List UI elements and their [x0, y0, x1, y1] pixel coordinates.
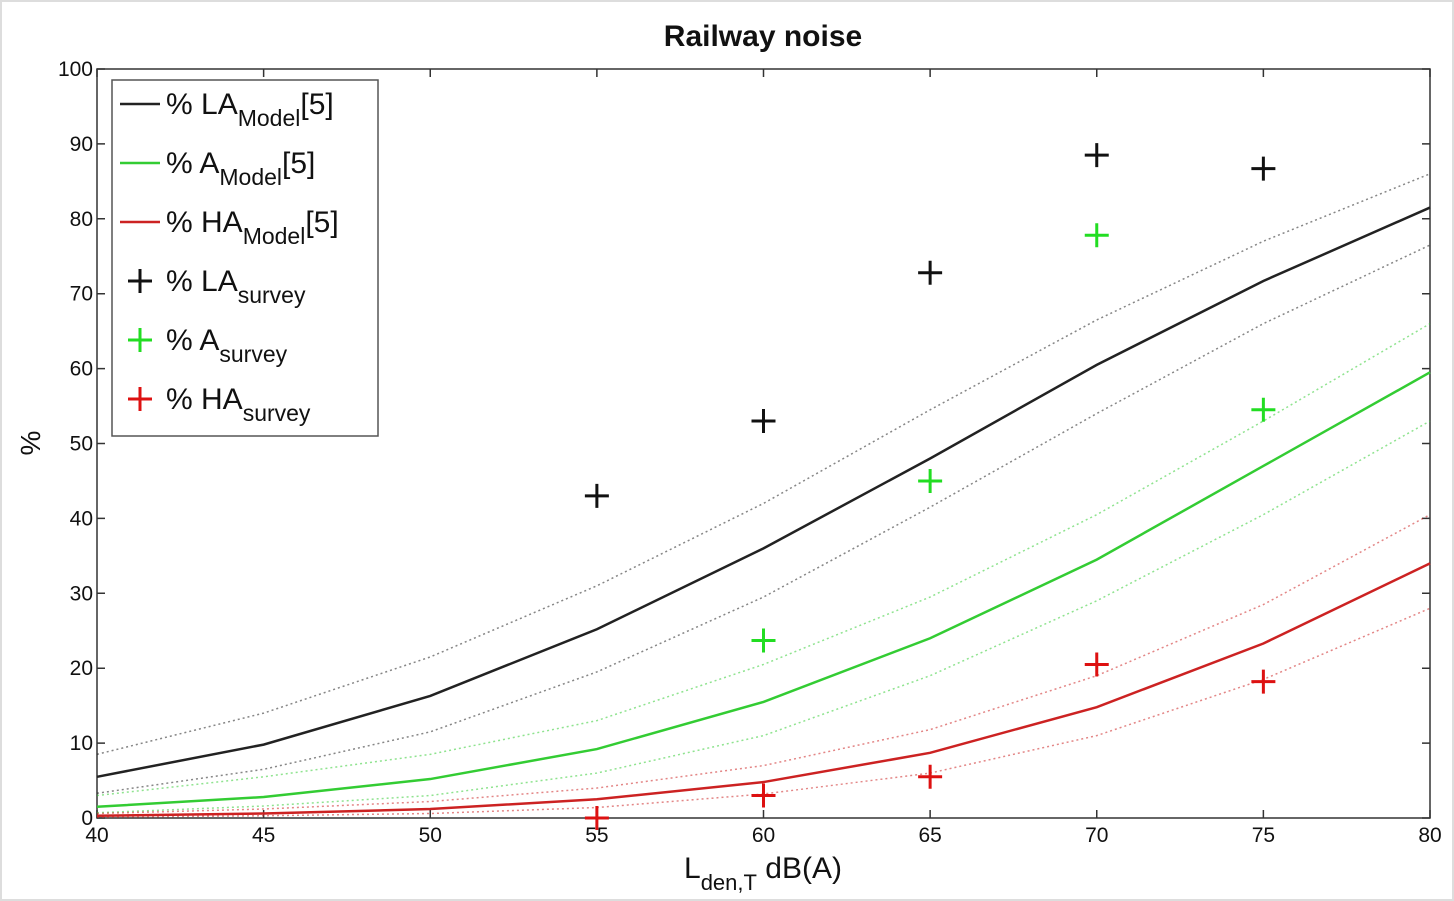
- legend-label-part: % HA: [166, 206, 243, 239]
- survey-point: [1251, 397, 1276, 422]
- y-tick-label: 40: [70, 507, 93, 530]
- survey-point: [1251, 669, 1276, 694]
- legend-label: % LAsurvey: [166, 265, 306, 308]
- legend-label-part: survey: [243, 400, 311, 426]
- legend-label: % Asurvey: [166, 324, 288, 367]
- x-tick-label: 50: [419, 824, 442, 847]
- x-tick-label: 60: [752, 824, 775, 847]
- survey-point: [751, 628, 776, 653]
- x-axis-label: Lden,T dB(A): [684, 852, 842, 895]
- legend-label-part: survey: [219, 341, 287, 367]
- legend-label-part: survey: [238, 282, 306, 308]
- x-tick-label: 55: [585, 824, 608, 847]
- y-tick-label: 100: [58, 58, 93, 81]
- survey-point: [751, 783, 776, 808]
- x-tick-label: 40: [85, 824, 108, 847]
- survey-point: [1084, 143, 1109, 168]
- y-tick-label: 10: [70, 732, 93, 755]
- y-tick-label: 70: [70, 283, 93, 306]
- confidence-line: [96, 513, 1431, 815]
- legend-swatch: [128, 387, 152, 411]
- x-tick-label: 75: [1252, 824, 1275, 847]
- chart-title: Railway noise: [664, 20, 862, 53]
- x-tick-label: 80: [1418, 824, 1441, 847]
- confidence-line: [96, 173, 1431, 756]
- x-axis-label-sub: den,T: [701, 870, 757, 895]
- survey-point: [1084, 223, 1109, 248]
- legend-label-part: % HA: [166, 383, 243, 416]
- legend-label-part: Model: [243, 223, 306, 249]
- legend-label-part: % A: [166, 147, 219, 180]
- survey-point: [1084, 652, 1109, 677]
- y-tick-label: 50: [70, 433, 93, 456]
- legend-label-part: [5]: [300, 88, 333, 121]
- model-line: [96, 562, 1431, 818]
- y-tick-label: 0: [81, 807, 93, 830]
- y-tick-label: 20: [70, 657, 93, 680]
- legend-label: % HAModel[5]: [166, 206, 339, 249]
- y-axis-label: %: [15, 431, 46, 456]
- x-axis-label-part: dB(A): [757, 852, 842, 885]
- survey-point: [1251, 156, 1276, 181]
- confidence-line: [96, 244, 1431, 795]
- x-axis-label-part: L: [684, 852, 701, 885]
- model-line: [96, 371, 1431, 809]
- legend-label: % HAsurvey: [166, 383, 311, 426]
- survey-point: [584, 806, 609, 830]
- legend-label-part: % LA: [166, 265, 238, 298]
- legend-label-part: Model: [238, 105, 301, 131]
- x-tick-label: 65: [918, 824, 941, 847]
- confidence-line: [96, 323, 1431, 797]
- x-tick-label: 45: [252, 824, 275, 847]
- legend-box: [111, 79, 379, 437]
- legend-label-part: % LA: [166, 88, 238, 121]
- y-tick-label: 80: [70, 208, 93, 231]
- legend-swatch: [128, 328, 152, 352]
- survey-point: [918, 764, 943, 789]
- y-tick-label: 30: [70, 582, 93, 605]
- survey-point: [751, 409, 776, 434]
- legend-label-part: Model: [219, 164, 282, 190]
- y-tick-label: 90: [70, 133, 93, 156]
- legend-label-part: [5]: [305, 206, 338, 239]
- model-line: [96, 206, 1431, 779]
- survey-point: [918, 260, 943, 285]
- legend-label-part: [5]: [282, 147, 315, 180]
- legend-swatch: [128, 269, 152, 293]
- survey-point: [918, 468, 943, 493]
- survey-point: [584, 483, 609, 508]
- y-tick-label: 60: [70, 358, 93, 381]
- x-tick-label: 70: [1085, 824, 1108, 847]
- legend-label: % AModel[5]: [166, 147, 315, 190]
- legend: % LAModel[5]% AModel[5]% HAModel[5]% LAs…: [111, 79, 379, 437]
- legend-label-part: % A: [166, 324, 219, 357]
- legend-label: % LAModel[5]: [166, 88, 334, 131]
